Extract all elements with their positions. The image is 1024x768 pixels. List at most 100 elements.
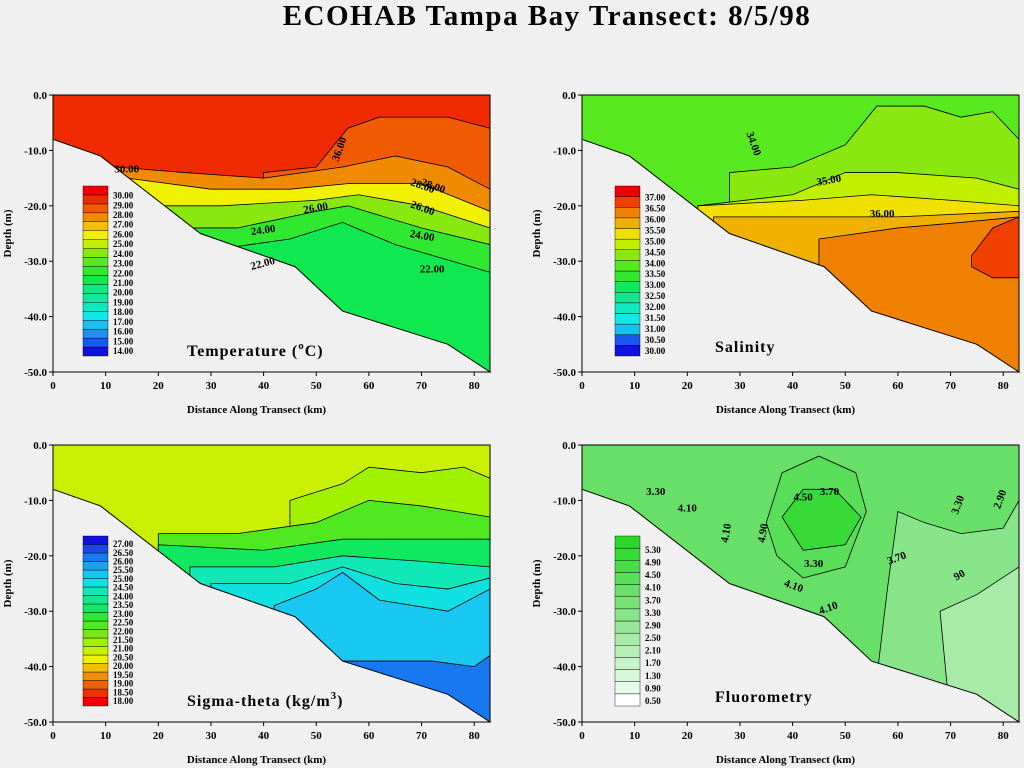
legend-swatch xyxy=(82,612,109,622)
y-tick-label: -30.0 xyxy=(24,256,47,268)
y-tick-label: -30.0 xyxy=(553,606,576,618)
legend-label: 21.00 xyxy=(113,644,134,654)
legend-label: 17.00 xyxy=(113,317,134,327)
legend-swatch xyxy=(82,203,109,214)
x-tick-label: 50 xyxy=(311,730,323,742)
legend-label: 32.50 xyxy=(645,291,666,301)
legend-swatch xyxy=(614,560,641,573)
x-tick-label: 80 xyxy=(998,730,1010,742)
legend-swatch xyxy=(82,603,109,613)
y-tick-label: -40.0 xyxy=(24,662,47,674)
legend-swatch xyxy=(82,561,109,571)
x-tick-label: 20 xyxy=(153,730,165,742)
legend-swatch xyxy=(82,311,109,321)
legend-label: 30.00 xyxy=(113,191,134,201)
legend-swatch xyxy=(82,328,109,339)
legend-label: 23.50 xyxy=(113,600,134,610)
legend-swatch xyxy=(82,221,109,231)
legend-label: 24.50 xyxy=(113,583,134,593)
legend-label: 25.50 xyxy=(113,565,134,575)
legend-label: 24.00 xyxy=(113,591,134,601)
legend-label: 20.00 xyxy=(113,661,134,671)
legend-swatch xyxy=(614,292,641,304)
panel-0: 0 10 20 30 40 50 60 70 80 0.0 -10.0 -20.0 -30.0 -40.0… xyxy=(2,90,492,416)
contour-label: 4.90 xyxy=(756,522,771,544)
panel-3: 0 10 20 30 40 50 60 70 80 0.0 -10.0 -20.0 -30.0 -40.0… xyxy=(531,440,1021,766)
legend-label: 4.10 xyxy=(645,583,661,593)
x-tick-label: 50 xyxy=(840,380,852,392)
plot-frame xyxy=(581,444,1020,723)
legend-label: 3.70 xyxy=(645,595,661,605)
legend-swatch xyxy=(82,620,109,630)
legend-label: 35.50 xyxy=(645,225,666,235)
legend-label: 22.00 xyxy=(113,268,134,278)
legend-label: 29.00 xyxy=(113,200,134,210)
x-tick-label: 50 xyxy=(840,730,852,742)
x-tick-label: 70 xyxy=(945,380,957,392)
contour-label: 22.00 xyxy=(420,263,445,275)
x-tick-label: 60 xyxy=(892,730,904,742)
legend-swatch xyxy=(614,669,641,682)
legend-label: 32.00 xyxy=(645,302,666,312)
panel-title: Fluorometry xyxy=(715,689,813,706)
y-tick-label: -10.0 xyxy=(24,495,47,507)
legend-label: 23.00 xyxy=(113,609,134,619)
x-tick-label: 10 xyxy=(629,730,641,742)
y-tick-label: 0.0 xyxy=(562,440,576,452)
legend-swatch xyxy=(82,212,109,222)
y-tick-label: -20.0 xyxy=(553,551,576,563)
legend-swatch xyxy=(614,217,641,229)
x-tick-label: 30 xyxy=(734,380,746,392)
x-tick-label: 70 xyxy=(945,730,957,742)
legend-label: 19.50 xyxy=(113,670,134,680)
contour-label: 3.30 xyxy=(646,486,666,498)
x-tick-label: 30 xyxy=(205,730,217,742)
legend-label: 34.50 xyxy=(645,247,666,257)
legend-swatch xyxy=(614,238,641,250)
legend-swatch xyxy=(82,646,109,656)
legend-swatch xyxy=(614,207,641,219)
legend-swatch xyxy=(614,608,641,622)
panel-1: 0 10 20 30 40 50 60 70 80 0.0 -10.0 -20.0 -30.0 -40.0… xyxy=(531,90,1021,416)
legend-swatch xyxy=(614,196,641,208)
legend-swatch xyxy=(82,337,109,348)
x-tick-label: 80 xyxy=(469,380,481,392)
legend-label: 5.30 xyxy=(645,545,661,555)
legend-swatch xyxy=(614,572,641,585)
legend-label: 22.50 xyxy=(113,618,134,628)
legend-swatch xyxy=(82,629,109,639)
y-tick-label: -10.0 xyxy=(553,145,576,157)
legend-swatch xyxy=(614,313,641,325)
legend-label: 24.00 xyxy=(113,249,134,259)
legend-swatch xyxy=(82,293,109,303)
legend-label: 18.00 xyxy=(113,307,134,317)
legend-label: 3.30 xyxy=(645,608,661,618)
legend-swatch xyxy=(614,334,641,346)
panel-title: Salinity xyxy=(715,339,775,356)
y-tick-label: -10.0 xyxy=(24,145,47,157)
y-tick-label: -40.0 xyxy=(553,312,576,324)
x-tick-label: 40 xyxy=(787,730,799,742)
x-tick-label: 80 xyxy=(469,730,481,742)
legend-label: 4.50 xyxy=(645,570,661,580)
x-tick-label: 10 xyxy=(100,730,112,742)
page-title: ECOHAB Tampa Bay Transect: 8/5/98 xyxy=(282,0,812,32)
contour-label: 4.10 xyxy=(678,502,698,514)
legend-swatch xyxy=(614,645,641,658)
legend-swatch xyxy=(614,596,641,610)
legend-swatch xyxy=(82,578,109,588)
contour-label: 4.50 xyxy=(794,491,814,503)
legend-label: 25.00 xyxy=(113,574,134,584)
legend-swatch xyxy=(614,584,641,597)
legend-label: 28.00 xyxy=(113,210,134,220)
y-tick-label: -50.0 xyxy=(24,717,47,729)
x-tick-label: 0 xyxy=(579,380,585,392)
x-tick-label: 60 xyxy=(892,380,904,392)
legend-label: 19.00 xyxy=(113,679,134,689)
legend-swatch xyxy=(82,637,109,647)
contour-label: 36.00 xyxy=(870,208,895,220)
x-tick-label: 40 xyxy=(258,730,270,742)
legend-swatch xyxy=(614,270,641,282)
x-tick-label: 10 xyxy=(629,380,641,392)
